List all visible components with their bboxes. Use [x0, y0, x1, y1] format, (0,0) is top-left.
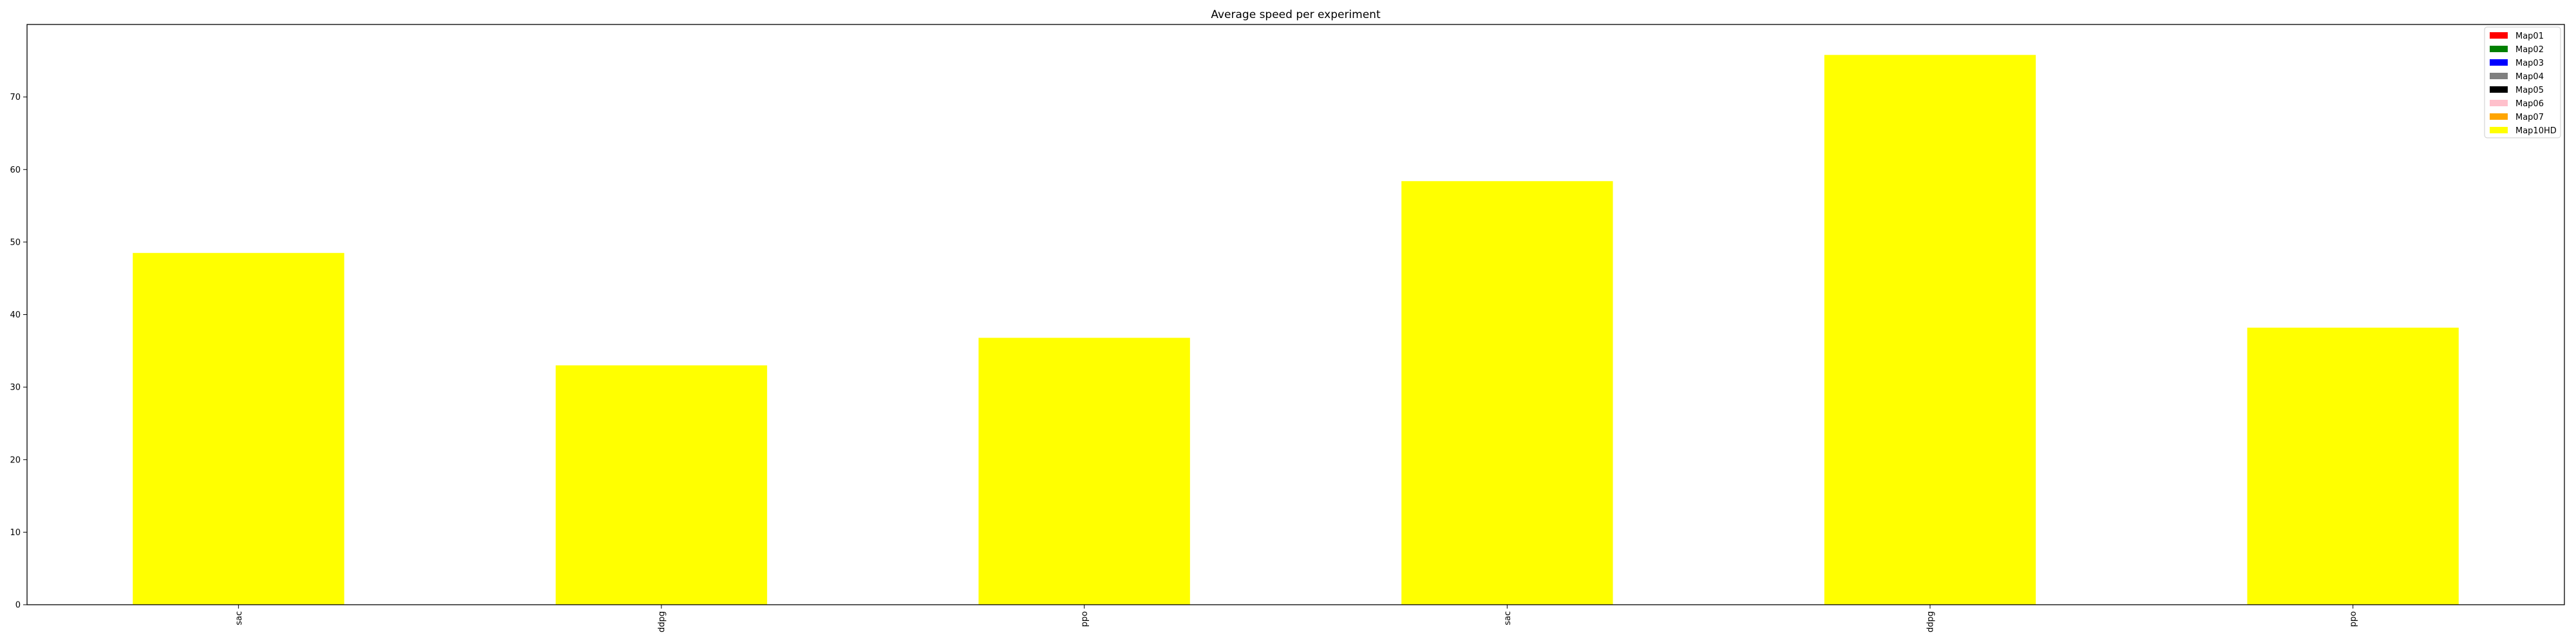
legend-swatch-map02	[2490, 46, 2508, 52]
bar-map10hd-0	[133, 252, 345, 605]
legend-swatch-map01	[2490, 32, 2508, 39]
legend-label-map04: Map04	[2515, 72, 2544, 82]
legend-swatch-map04	[2490, 73, 2508, 79]
x-tick-label-sac: sac	[234, 611, 244, 625]
bar-map10hd-5	[2247, 327, 2459, 605]
legend-swatch-map05	[2490, 86, 2508, 93]
chart-title: Average speed per experiment	[1211, 8, 1381, 21]
legend-label-map10hd: Map10HD	[2515, 126, 2557, 136]
legend-label-map05: Map05	[2515, 86, 2544, 95]
x-tick-label-ddpg: ddpg	[658, 611, 667, 632]
legend-swatch-map07	[2490, 113, 2508, 120]
y-tick-label: 10	[10, 528, 21, 538]
y-tick-label: 70	[10, 93, 21, 102]
bars-layer	[133, 55, 2459, 605]
x-tick-label-ddpg: ddpg	[1926, 611, 1936, 632]
y-tick-label: 30	[10, 383, 21, 393]
legend-swatch-map06	[2490, 100, 2508, 106]
legend-label-map06: Map06	[2515, 99, 2544, 109]
y-tick-label: 40	[10, 310, 21, 320]
x-tick-label-sac: sac	[1503, 611, 1513, 625]
legend-label-map01: Map01	[2515, 32, 2544, 41]
y-tick-label: 0	[15, 601, 21, 611]
y-axis: 0 10 20 30 40 50 60 70	[10, 93, 27, 611]
x-axis: sac ddpg ppo sac ddpg ppo	[234, 605, 2358, 632]
legend: Map01 Map02 Map03 Map04 Map05 Map06 Map07 Map10…	[2484, 26, 2561, 138]
bar-map10hd-3	[1401, 181, 1613, 605]
legend-box	[2484, 26, 2561, 138]
legend-swatch-map03	[2490, 59, 2508, 66]
plot-frame	[26, 24, 2565, 605]
legend-label-map03: Map03	[2515, 59, 2544, 68]
bar-map10hd-2	[978, 337, 1190, 605]
legend-label-map02: Map02	[2515, 45, 2544, 55]
y-tick-label: 50	[10, 238, 21, 247]
y-tick-label: 20	[10, 455, 21, 465]
x-tick-label-ppo: ppo	[1080, 611, 1090, 627]
legend-label-map07: Map07	[2515, 113, 2544, 122]
x-tick-label-ppo: ppo	[2349, 611, 2358, 627]
bar-map10hd-4	[1824, 55, 2036, 605]
legend-swatch-map10hd	[2490, 127, 2508, 133]
y-tick-label: 60	[10, 166, 21, 175]
bar-map10hd-1	[555, 365, 768, 605]
